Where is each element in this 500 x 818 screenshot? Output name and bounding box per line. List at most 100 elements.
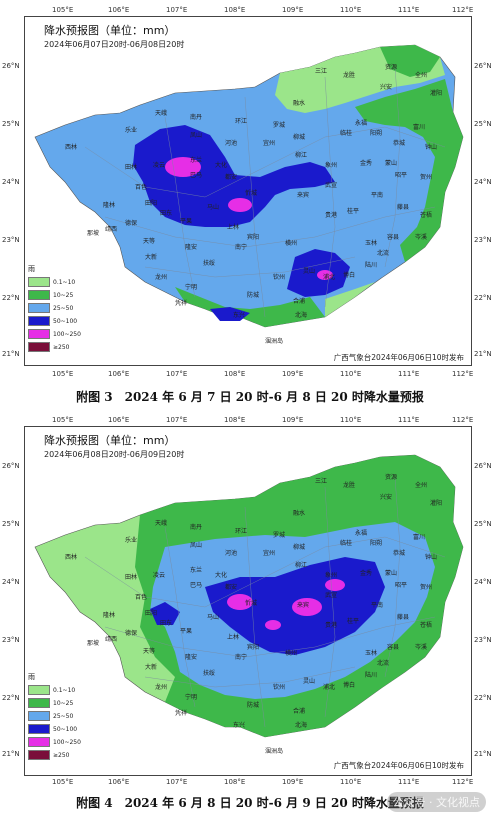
map-period-1: 2024年06月07日20时-06月08日20时: [44, 40, 185, 49]
legend-label: 50~100: [53, 725, 78, 733]
legend-item: ≥250: [28, 341, 88, 353]
map-frame-2: [24, 426, 472, 776]
legend-item: 100~250: [28, 736, 88, 748]
legend-label: 100~250: [53, 330, 81, 338]
lat-tick: 26°N: [474, 62, 492, 70]
legend-swatch: [28, 290, 50, 300]
lat-tick: 24°N: [2, 578, 20, 586]
legend-label: ≥250: [53, 751, 70, 759]
legend-item: 50~100: [28, 315, 88, 327]
lat-tick: 24°N: [2, 178, 20, 186]
legend-swatch: [28, 711, 50, 721]
lon-tick: 111°E: [398, 778, 420, 786]
lon-tick: 110°E: [340, 6, 362, 14]
legend-label: 25~50: [53, 712, 74, 720]
lon-tick: 109°E: [282, 416, 304, 424]
lat-tick: 23°N: [474, 636, 492, 644]
lon-tick: 112°E: [452, 778, 474, 786]
map-title-2: 降水预报图（单位：mm）: [44, 434, 176, 447]
legend-item: 10~25: [28, 697, 88, 709]
lat-tick: 25°N: [474, 120, 492, 128]
lat-tick: 21°N: [2, 750, 20, 758]
lat-tick: 23°N: [474, 236, 492, 244]
watermark: 公众号 · 文化视点: [386, 792, 486, 812]
lon-tick: 106°E: [108, 416, 130, 424]
rain-legend-1: 雨 0.1~10 10~25 25~50 50~100 100~250 ≥250: [28, 264, 88, 354]
lat-tick: 24°N: [474, 578, 492, 586]
lat-tick: 25°N: [2, 520, 20, 528]
lon-tick: 105°E: [52, 370, 74, 378]
lon-tick: 108°E: [224, 370, 246, 378]
lon-tick: 111°E: [398, 416, 420, 424]
lon-tick: 110°E: [340, 416, 362, 424]
lat-tick: 25°N: [2, 120, 20, 128]
map-title-1: 降水预报图（单位：mm）: [44, 24, 176, 37]
lon-tick: 111°E: [398, 6, 420, 14]
lat-tick: 21°N: [474, 350, 492, 358]
lon-tick: 112°E: [452, 416, 474, 424]
legend-item: ≥250: [28, 749, 88, 761]
legend-item: 25~50: [28, 302, 88, 314]
lon-tick: 107°E: [166, 6, 188, 14]
lon-tick: 109°E: [282, 6, 304, 14]
rain-legend-2: 雨 0.1~10 10~25 25~50 50~100 100~250 ≥250: [28, 672, 88, 762]
precipitation-map-1: [25, 17, 471, 365]
legend-swatch: [28, 750, 50, 760]
lon-tick: 106°E: [108, 370, 130, 378]
lon-tick: 109°E: [282, 778, 304, 786]
legend-item: 25~50: [28, 710, 88, 722]
issuer-note-2: 广西气象台2024年06月06日10时发布: [333, 761, 464, 770]
lon-tick: 105°E: [52, 6, 74, 14]
legend-item: 100~250: [28, 328, 88, 340]
precipitation-map-2: [25, 427, 471, 775]
legend-label: 10~25: [53, 699, 74, 707]
issuer-note-1: 广西气象台2024年06月06日10时发布: [333, 353, 464, 362]
lat-tick: 22°N: [2, 294, 20, 302]
lon-tick: 110°E: [340, 778, 362, 786]
lat-tick: 23°N: [2, 636, 20, 644]
legend-item: 0.1~10: [28, 276, 88, 288]
lon-tick: 109°E: [282, 370, 304, 378]
legend-swatch: [28, 698, 50, 708]
legend-label: ≥250: [53, 343, 70, 351]
lat-tick: 23°N: [2, 236, 20, 244]
legend-title: 雨: [28, 673, 35, 681]
legend-item: 10~25: [28, 289, 88, 301]
lon-tick: 106°E: [108, 778, 130, 786]
legend-swatch: [28, 303, 50, 313]
legend-label: 0.1~10: [53, 686, 76, 694]
legend-title: 雨: [28, 265, 35, 273]
legend-label: 100~250: [53, 738, 81, 746]
map-period-2: 2024年06月08日20时-06月09日20时: [44, 450, 185, 459]
lon-tick: 108°E: [224, 778, 246, 786]
lon-tick: 107°E: [166, 778, 188, 786]
lat-tick: 21°N: [474, 750, 492, 758]
lon-tick: 111°E: [398, 370, 420, 378]
lon-tick: 112°E: [452, 6, 474, 14]
lat-tick: 22°N: [474, 294, 492, 302]
lon-tick: 106°E: [108, 6, 130, 14]
lat-tick: 26°N: [474, 462, 492, 470]
caption-2: 附图 4 2024 年 6 月 8 日 20 时-6 月 9 日 20 时降水量…: [76, 796, 424, 810]
lat-tick: 21°N: [2, 350, 20, 358]
legend-label: 25~50: [53, 304, 74, 312]
legend-swatch: [28, 277, 50, 287]
lon-tick: 107°E: [166, 370, 188, 378]
lat-tick: 25°N: [474, 520, 492, 528]
lat-tick: 22°N: [2, 694, 20, 702]
lon-tick: 112°E: [452, 370, 474, 378]
lon-tick: 105°E: [52, 416, 74, 424]
legend-label: 10~25: [53, 291, 74, 299]
lon-tick: 110°E: [340, 370, 362, 378]
lon-tick: 108°E: [224, 6, 246, 14]
legend-label: 0.1~10: [53, 278, 76, 286]
legend-swatch: [28, 316, 50, 326]
lon-tick: 107°E: [166, 416, 188, 424]
lat-tick: 22°N: [474, 694, 492, 702]
lat-tick: 24°N: [474, 178, 492, 186]
lon-tick: 108°E: [224, 416, 246, 424]
lon-tick: 105°E: [52, 778, 74, 786]
legend-item: 50~100: [28, 723, 88, 735]
legend-swatch: [28, 342, 50, 352]
lat-tick: 26°N: [2, 462, 20, 470]
